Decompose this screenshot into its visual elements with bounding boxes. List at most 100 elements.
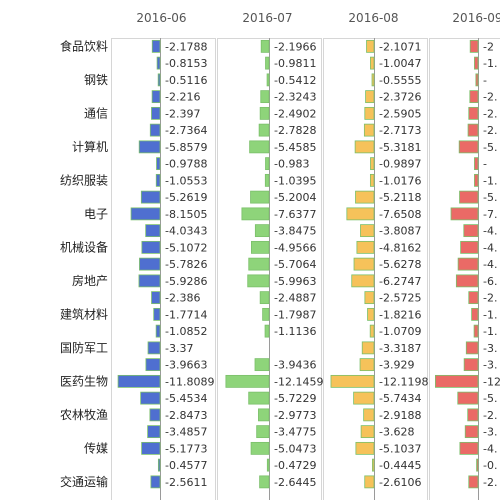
data-label: -5.6278 [379, 258, 421, 271]
data-label: -1.8216 [379, 308, 421, 321]
bars [117, 39, 479, 489]
data-label: -2.1966 [274, 40, 316, 53]
data-label: -1.0047 [379, 57, 421, 70]
bar [141, 441, 161, 455]
bar [241, 207, 270, 221]
bar [264, 324, 270, 338]
bar [156, 56, 161, 70]
bar [150, 475, 161, 489]
bar [258, 123, 270, 137]
data-label: -2.1788 [165, 40, 207, 53]
bar [265, 56, 270, 70]
bar [254, 224, 270, 238]
data-label: -2.7364 [165, 124, 207, 137]
bar [330, 374, 375, 388]
data-label: -2. [483, 409, 497, 422]
data-label: -4. [483, 258, 497, 271]
bar [151, 291, 161, 305]
data-label: -2.3243 [274, 91, 316, 104]
data-label: -2.386 [165, 292, 200, 305]
value-labels: -2.1788 -0.8153 -0.5116 -2.216 -2.397 -2.7364… [165, 40, 500, 489]
data-label: -5. [483, 141, 497, 154]
data-label: -4.0343 [165, 225, 207, 238]
bar [364, 475, 375, 489]
bar [147, 341, 161, 355]
bar [355, 441, 375, 455]
data-label: -3.3187 [379, 342, 421, 355]
bar [360, 224, 375, 238]
data-label: -2 [483, 40, 494, 53]
bar [259, 106, 270, 120]
category-label: 钢铁 [84, 73, 108, 87]
bar [157, 458, 161, 472]
data-label: -5.1072 [165, 241, 207, 254]
bar [355, 190, 375, 204]
bar [467, 123, 479, 137]
data-label: -0.8153 [165, 57, 207, 70]
bar [258, 408, 270, 422]
data-label: -3.9436 [274, 359, 316, 372]
bar [370, 157, 375, 171]
data-label: -5. [483, 392, 497, 405]
bar [249, 140, 270, 154]
data-label: -3.4775 [274, 426, 316, 439]
bar [247, 274, 270, 288]
bar [151, 39, 161, 53]
data-label: -5.3181 [379, 141, 421, 154]
data-label: -3. [483, 359, 497, 372]
data-label: -12.1459 [274, 375, 323, 388]
data-label: -1. [483, 57, 497, 70]
data-label: -5.7229 [274, 392, 316, 405]
data-label: -5.2118 [379, 191, 421, 204]
data-label: -2. [483, 476, 497, 489]
bar [353, 391, 375, 405]
data-label: -0.9811 [274, 57, 316, 70]
data-label: - [483, 74, 487, 87]
bar [370, 56, 375, 70]
bar [140, 190, 161, 204]
bar [138, 140, 161, 154]
bar [434, 374, 479, 388]
bar [457, 257, 479, 271]
data-label: -7.6508 [379, 208, 421, 221]
category-label: 医药生物 [60, 374, 108, 388]
data-label: -3.9663 [165, 359, 207, 372]
bar [262, 307, 270, 321]
bar [250, 190, 270, 204]
category-label: 纺织服装 [60, 173, 108, 187]
data-label: -7.6377 [274, 208, 316, 221]
bar [153, 307, 161, 321]
category-label: 食品饮料 [60, 38, 108, 53]
data-label: -4.8162 [379, 241, 421, 254]
bar [364, 291, 375, 305]
data-label: -2.5905 [379, 107, 421, 120]
bar [259, 475, 270, 489]
bar [248, 257, 270, 271]
bar [259, 291, 270, 305]
bar [366, 39, 375, 53]
data-label: -4. [483, 442, 497, 455]
data-label: -5.0473 [274, 442, 316, 455]
data-label: -0. [483, 459, 497, 472]
period-header: 2016-07 [242, 11, 292, 25]
data-label: -2. [483, 107, 497, 120]
data-label: -2.6445 [274, 476, 316, 489]
data-label: -2.9188 [379, 409, 421, 422]
bar [359, 358, 375, 372]
data-label: -0.983 [274, 158, 309, 171]
data-label: -5.7064 [274, 258, 316, 271]
data-label: -1.0852 [165, 325, 207, 338]
bar [346, 207, 375, 221]
data-label: -5.1037 [379, 442, 421, 455]
data-label: -0.9788 [165, 158, 207, 171]
data-label: -2.3726 [379, 91, 421, 104]
bar [464, 425, 479, 439]
bar [457, 391, 479, 405]
data-label: -2.7828 [274, 124, 316, 137]
bar [254, 358, 270, 372]
data-label: -0.4445 [379, 459, 421, 472]
data-label: -8.1505 [165, 208, 207, 221]
bar [265, 157, 270, 171]
bar [140, 391, 161, 405]
bar [141, 240, 161, 254]
